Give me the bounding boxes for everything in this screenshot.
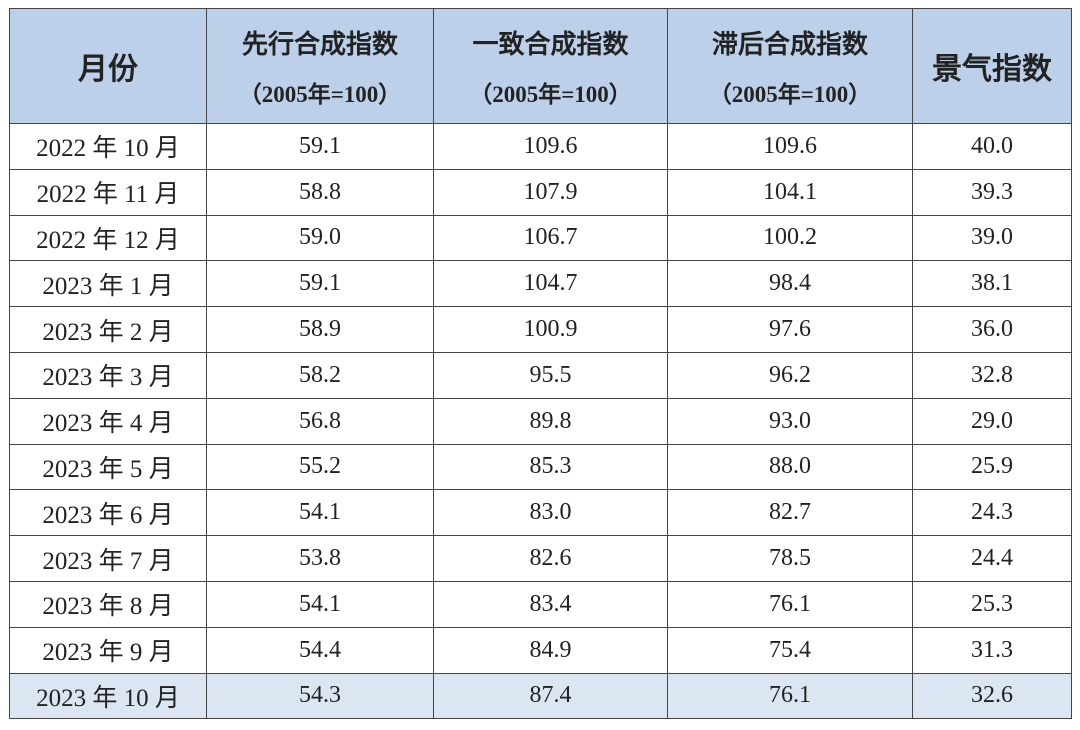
month-cell: 2023 年 6 月 xyxy=(9,489,207,537)
table-row: 2023 年 5 月 55.2 85.3 88.0 25.9 xyxy=(9,443,1072,491)
column-header: 滞后合成指数 （2005年=100） xyxy=(667,8,913,124)
table-row: 2023 年 2 月 58.9 100.9 97.6 36.0 xyxy=(9,306,1072,353)
column-title: 月份 xyxy=(78,52,138,87)
value-cell: 87.4 xyxy=(433,672,668,720)
column-subtitle: （2005年=100） xyxy=(708,81,872,107)
value-cell: 75.4 xyxy=(667,626,913,674)
month-cell: 2023 年 9 月 xyxy=(9,626,207,674)
value-cell: 38.1 xyxy=(912,260,1072,308)
value-cell: 83.4 xyxy=(433,580,668,628)
month-cell: 2023 年 8 月 xyxy=(9,580,207,628)
value-cell: 104.1 xyxy=(667,168,913,216)
value-cell: 24.4 xyxy=(912,535,1072,582)
month-cell: 2023 年 7 月 xyxy=(9,535,207,582)
column-header: 月份 xyxy=(9,8,207,124)
month-cell: 2023 年 4 月 xyxy=(9,397,207,445)
table-row: 2023 年 4 月 56.8 89.8 93.0 29.0 xyxy=(9,397,1072,445)
value-cell: 84.9 xyxy=(433,626,668,674)
table-row: 2023 年 1 月 59.1 104.7 98.4 38.1 xyxy=(9,260,1072,308)
month-cell: 2022 年 12 月 xyxy=(9,214,207,262)
table-row: 2023 年 3 月 58.2 95.5 96.2 32.8 xyxy=(9,351,1072,399)
value-cell: 76.1 xyxy=(667,672,913,720)
month-cell: 2022 年 10 月 xyxy=(9,123,207,170)
header-row: 月份 先行合成指数 （2005年=100） 一致合成指数 （2005年=100） 滞后合成… xyxy=(9,8,1072,124)
value-cell: 25.9 xyxy=(912,443,1072,491)
value-cell: 97.6 xyxy=(667,306,913,353)
value-cell: 98.4 xyxy=(667,260,913,308)
column-title: 先行合成指数 xyxy=(241,29,398,60)
value-cell: 104.7 xyxy=(433,260,668,308)
column-subtitle: （2005年=100） xyxy=(238,81,402,107)
value-cell: 54.1 xyxy=(206,580,434,628)
value-cell: 109.6 xyxy=(667,123,913,170)
month-cell: 2023 年 5 月 xyxy=(9,443,207,491)
value-cell: 85.3 xyxy=(433,443,668,491)
table-row: 2023 年 8 月 54.1 83.4 76.1 25.3 xyxy=(9,580,1072,628)
value-cell: 100.2 xyxy=(667,214,913,262)
table-row: 2023 年 10 月 54.3 87.4 76.1 32.6 xyxy=(9,672,1072,720)
column-header: 景气指数 xyxy=(912,8,1072,124)
value-cell: 53.8 xyxy=(206,535,434,582)
value-cell: 54.3 xyxy=(206,672,434,720)
value-cell: 29.0 xyxy=(912,397,1072,445)
value-cell: 40.0 xyxy=(912,123,1072,170)
value-cell: 58.8 xyxy=(206,168,434,216)
value-cell: 89.8 xyxy=(433,397,668,445)
column-header: 一致合成指数 （2005年=100） xyxy=(433,8,668,124)
value-cell: 76.1 xyxy=(667,580,913,628)
table-body: 2022 年 10 月 59.1 109.6 109.6 40.0 2022 年 11 月… xyxy=(9,123,1072,720)
column-title: 滞后合成指数 xyxy=(711,29,868,60)
value-cell: 109.6 xyxy=(433,123,668,170)
table-row: 2023 年 7 月 53.8 82.6 78.5 24.4 xyxy=(9,535,1072,582)
value-cell: 93.0 xyxy=(667,397,913,445)
table-row: 2023 年 9 月 54.4 84.9 75.4 31.3 xyxy=(9,626,1072,674)
value-cell: 107.9 xyxy=(433,168,668,216)
value-cell: 88.0 xyxy=(667,443,913,491)
value-cell: 54.1 xyxy=(206,489,434,537)
value-cell: 58.2 xyxy=(206,351,434,399)
value-cell: 24.3 xyxy=(912,489,1072,537)
column-subtitle: （2005年=100） xyxy=(469,81,632,107)
month-cell: 2023 年 2 月 xyxy=(9,306,207,353)
value-cell: 82.6 xyxy=(433,535,668,582)
value-cell: 82.7 xyxy=(667,489,913,537)
value-cell: 54.4 xyxy=(206,626,434,674)
value-cell: 59.1 xyxy=(206,260,434,308)
value-cell: 100.9 xyxy=(433,306,668,353)
value-cell: 106.7 xyxy=(433,214,668,262)
value-cell: 95.5 xyxy=(433,351,668,399)
value-cell: 32.8 xyxy=(912,351,1072,399)
table-row: 2022 年 10 月 59.1 109.6 109.6 40.0 xyxy=(9,123,1072,170)
column-header: 先行合成指数 （2005年=100） xyxy=(206,8,434,124)
value-cell: 36.0 xyxy=(912,306,1072,353)
table-row: 2022 年 12 月 59.0 106.7 100.2 39.0 xyxy=(9,214,1072,262)
value-cell: 58.9 xyxy=(206,306,434,353)
value-cell: 39.0 xyxy=(912,214,1072,262)
table-row: 2023 年 6 月 54.1 83.0 82.7 24.3 xyxy=(9,489,1072,537)
value-cell: 96.2 xyxy=(667,351,913,399)
value-cell: 59.0 xyxy=(206,214,434,262)
table-row: 2022 年 11 月 58.8 107.9 104.1 39.3 xyxy=(9,168,1072,216)
value-cell: 32.6 xyxy=(912,672,1072,720)
value-cell: 59.1 xyxy=(206,123,434,170)
month-cell: 2023 年 10 月 xyxy=(9,672,207,720)
column-title: 景气指数 xyxy=(932,52,1052,87)
month-cell: 2023 年 1 月 xyxy=(9,260,207,308)
month-cell: 2022 年 11 月 xyxy=(9,168,207,216)
value-cell: 31.3 xyxy=(912,626,1072,674)
index-table: 月份 先行合成指数 （2005年=100） 一致合成指数 （2005年=100） 滞后合成… xyxy=(9,8,1072,720)
value-cell: 55.2 xyxy=(206,443,434,491)
value-cell: 83.0 xyxy=(433,489,668,537)
value-cell: 25.3 xyxy=(912,580,1072,628)
value-cell: 56.8 xyxy=(206,397,434,445)
column-title: 一致合成指数 xyxy=(472,29,629,60)
value-cell: 78.5 xyxy=(667,535,913,582)
month-cell: 2023 年 3 月 xyxy=(9,351,207,399)
value-cell: 39.3 xyxy=(912,168,1072,216)
